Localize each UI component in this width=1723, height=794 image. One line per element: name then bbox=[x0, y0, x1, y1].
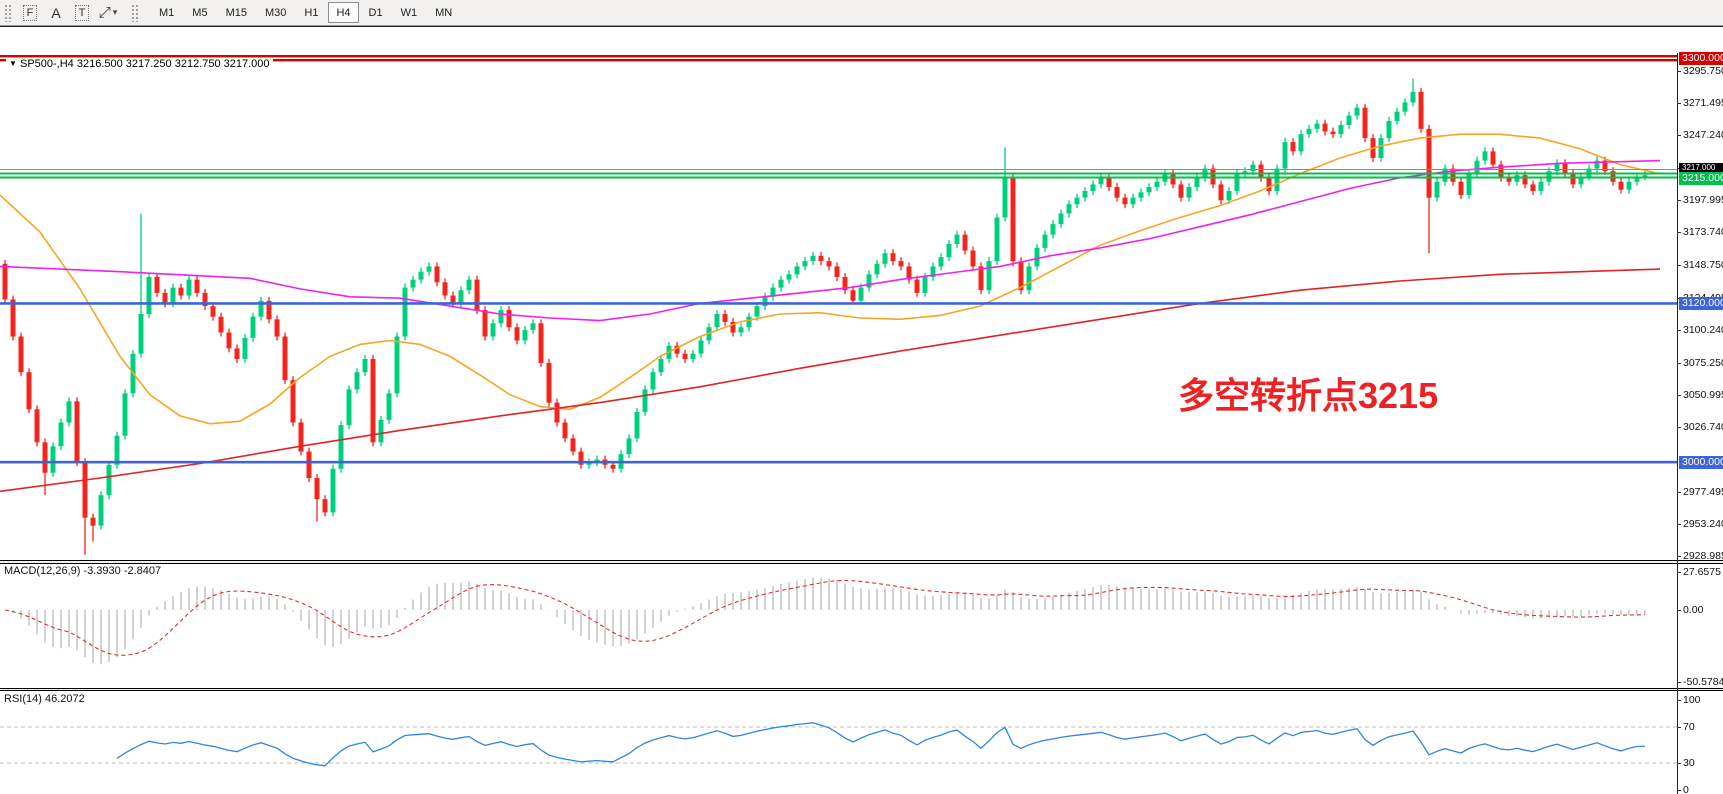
price-axis-label: 3075.250 bbox=[1683, 356, 1723, 369]
price-axis-label: 3173.740 bbox=[1683, 226, 1723, 239]
price-tick bbox=[1677, 265, 1681, 267]
rsi-axis-label: 70 bbox=[1683, 721, 1695, 733]
price-axis-label: 2953.240 bbox=[1683, 518, 1723, 530]
toolbar-grip[interactable] bbox=[4, 3, 13, 22]
price-badge-3000: 3000.000 bbox=[1679, 455, 1723, 469]
rsi-axis-label: 30 bbox=[1683, 757, 1695, 769]
panel-separator-gap bbox=[0, 561, 1723, 563]
objects-list-glyph: F bbox=[22, 4, 38, 21]
price-axis-border bbox=[1677, 53, 1678, 794]
cursor-arrows-glyph: ⤢ bbox=[98, 4, 111, 21]
macd-axis-label: 27.6575 bbox=[1683, 566, 1721, 578]
price-tick bbox=[1677, 524, 1681, 525]
price-tick bbox=[1677, 394, 1681, 396]
objects-list-icon[interactable]: F bbox=[19, 3, 41, 23]
timeframe-button-m5[interactable]: M5 bbox=[192, 6, 208, 19]
price-axis-label: 3271.495 bbox=[1683, 97, 1723, 110]
macd-axis-label: -50.5784 bbox=[1683, 676, 1723, 688]
text-box-icon[interactable]: T bbox=[71, 3, 93, 23]
price-tick bbox=[1677, 103, 1681, 105]
price-tick bbox=[1677, 135, 1681, 137]
timeframe-button-m1[interactable]: M1 bbox=[159, 6, 175, 19]
timeframe-button-h4[interactable]: H4 bbox=[328, 2, 359, 23]
price-axis-label: 3100.240 bbox=[1683, 323, 1723, 336]
collapse-triangle-icon[interactable]: ▼ bbox=[9, 59, 17, 68]
pivot-annotation-text: 多空转折点3215 bbox=[1178, 375, 1439, 416]
price-tick bbox=[1677, 491, 1681, 493]
price-axis-label: 3295.750 bbox=[1683, 65, 1723, 77]
rsi-tick bbox=[1677, 763, 1681, 764]
cursor-arrows-icon[interactable]: ⤢ ▾ bbox=[97, 3, 119, 23]
toolbar: F A T ⤢ ▾ M1 M5 M15 M30 H1 H4 D1 W1 MN bbox=[0, 0, 1723, 26]
dropdown-caret-icon[interactable]: ▾ bbox=[112, 7, 118, 17]
timeframe-group: M1 M5 M15 M30 H1 H4 D1 W1 MN bbox=[150, 2, 461, 23]
text-box-glyph: T bbox=[74, 4, 90, 21]
ma-magenta bbox=[0, 159, 1661, 322]
price-axis-label: 2928.985 bbox=[1683, 550, 1723, 563]
rsi-tick bbox=[1677, 700, 1681, 701]
rsi-axis-label: 100 bbox=[1683, 694, 1701, 706]
panel-separator[interactable] bbox=[0, 563, 1723, 564]
price-tick bbox=[1677, 232, 1681, 234]
macd-tick bbox=[1677, 610, 1681, 611]
chart-window[interactable]: ▼ SP500-,H4 3216.500 3217.250 3212.750 3… bbox=[0, 26, 1723, 794]
macd-panel-canvas[interactable] bbox=[0, 564, 1677, 688]
price-badge-3300: 3300.000 bbox=[1679, 51, 1723, 65]
timeframe-button-w1[interactable]: W1 bbox=[400, 6, 418, 19]
panel-separator[interactable] bbox=[0, 690, 1723, 691]
price-tick bbox=[1677, 362, 1681, 364]
chart-title: ▼ SP500-,H4 3216.500 3217.250 3212.750 3… bbox=[6, 58, 273, 70]
text-label-icon[interactable]: A bbox=[45, 3, 67, 23]
price-tick bbox=[1677, 329, 1681, 331]
rsi-line bbox=[116, 722, 1646, 767]
main-chart-canvas[interactable] bbox=[0, 53, 1677, 560]
macd-tick bbox=[1677, 572, 1681, 573]
ma-orange bbox=[0, 133, 1661, 425]
price-axis-label: 3148.750 bbox=[1683, 259, 1723, 272]
price-axis-label: 3247.240 bbox=[1683, 129, 1723, 142]
price-axis-label: 3050.995 bbox=[1683, 388, 1723, 401]
macd-axis-label: 0.00 bbox=[1683, 604, 1704, 616]
current-price-badge: 3217.000 bbox=[1679, 162, 1723, 172]
text-label-glyph: A bbox=[51, 4, 61, 21]
price-badge-3215: 3215.000 bbox=[1679, 171, 1723, 185]
timeframe-button-d1[interactable]: D1 bbox=[368, 6, 383, 19]
timeframe-toolbar-grip[interactable] bbox=[131, 3, 140, 22]
price-tick bbox=[1677, 426, 1681, 428]
price-axis-label: 3197.995 bbox=[1683, 194, 1723, 207]
rsi-tick bbox=[1677, 727, 1681, 728]
price-tick bbox=[1677, 556, 1681, 558]
panel-separator[interactable] bbox=[0, 560, 1723, 561]
timeframe-button-m15[interactable]: M15 bbox=[225, 6, 247, 19]
rsi-tick bbox=[1677, 790, 1681, 791]
ma-red bbox=[0, 268, 1661, 493]
macd-tick bbox=[1677, 682, 1681, 683]
timeframe-button-m30[interactable]: M30 bbox=[264, 6, 287, 19]
timeframe-button-h1[interactable]: H1 bbox=[304, 6, 319, 19]
price-tick bbox=[1677, 71, 1681, 72]
symbol-ohlc-text: SP500-,H4 3216.500 3217.250 3212.750 321… bbox=[19, 58, 270, 70]
price-tick bbox=[1677, 200, 1681, 202]
price-axis-label: 3026.740 bbox=[1683, 420, 1723, 433]
macd-signal-line bbox=[4, 579, 1646, 656]
rsi-label: RSI(14) 46.2072 bbox=[4, 693, 85, 705]
price-badge-3120: 3120.000 bbox=[1679, 296, 1723, 310]
panel-separator[interactable] bbox=[0, 688, 1723, 689]
price-axis-label: 2977.495 bbox=[1683, 485, 1723, 498]
timeframe-button-mn[interactable]: MN bbox=[435, 6, 453, 19]
rsi-axis-label: 0 bbox=[1683, 784, 1689, 794]
rsi-panel-canvas[interactable] bbox=[0, 691, 1677, 794]
macd-label: MACD(12,26,9) -3.3930 -2.8407 bbox=[4, 565, 162, 577]
